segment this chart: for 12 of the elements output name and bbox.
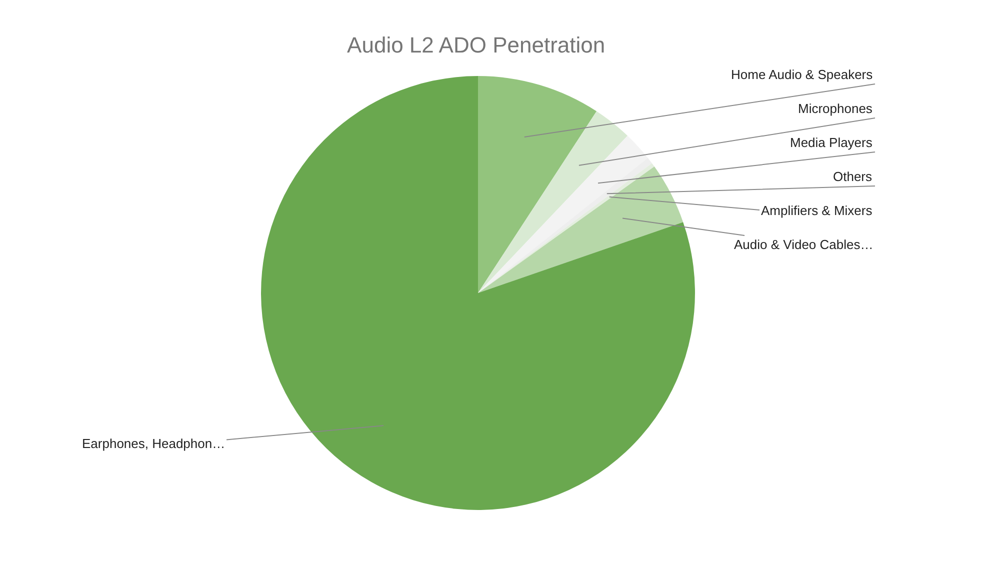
slice-label: Amplifiers & Mixers	[761, 203, 873, 218]
slice-label: Home Audio & Speakers	[731, 67, 874, 82]
pie-slice	[478, 166, 684, 293]
slice-label: Media Players	[790, 135, 873, 150]
slice-label: Microphones	[798, 101, 873, 116]
slice-label: Earphones, Headphon…	[82, 436, 226, 451]
chart-title: Audio L2 ADO Penetration	[347, 32, 606, 58]
pie-slice	[478, 136, 648, 293]
pie-slice	[261, 76, 695, 510]
slice-label: Others	[833, 169, 873, 184]
pie-slice	[478, 76, 597, 293]
slice-label: Audio & Video Cables…	[734, 237, 874, 252]
